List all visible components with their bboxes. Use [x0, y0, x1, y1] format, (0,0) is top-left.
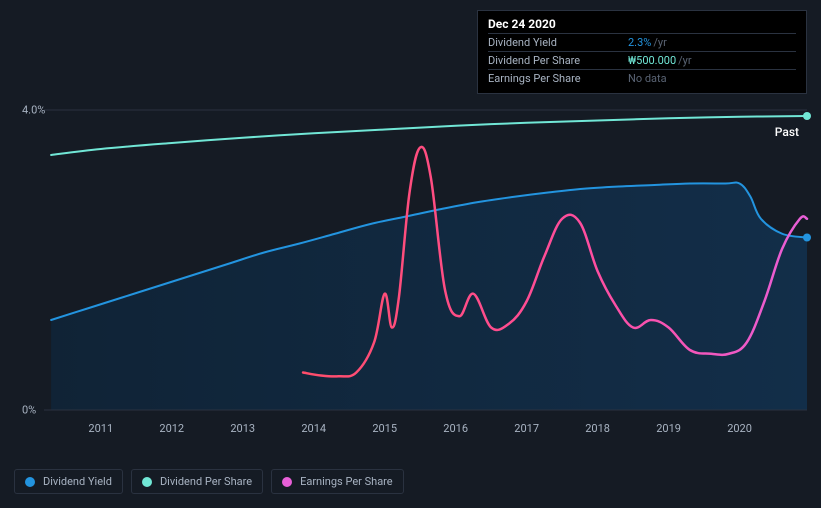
tooltip-value: ₩500.000/yr	[628, 54, 692, 67]
tooltip-row: Dividend Per Share₩500.000/yr	[488, 51, 796, 69]
tooltip-key: Dividend Yield	[488, 36, 628, 49]
y-axis-label: 0%	[22, 404, 36, 417]
x-axis-label: 2015	[372, 422, 397, 435]
x-axis-label: 2018	[585, 422, 610, 435]
x-axis-label: 2016	[443, 422, 468, 435]
series-end-marker	[803, 112, 811, 120]
legend-swatch	[282, 477, 292, 487]
tooltip-date: Dec 24 2020	[488, 17, 796, 31]
legend-label: Earnings Per Share	[300, 475, 393, 488]
tooltip-key: Dividend Per Share	[488, 54, 628, 67]
past-region-label: Past	[775, 125, 799, 139]
x-axis-label: 2012	[159, 422, 184, 435]
x-axis-label: 2013	[230, 422, 255, 435]
legend-item[interactable]: Earnings Per Share	[271, 469, 404, 494]
series-dividend_per_share	[51, 116, 807, 155]
x-axis-label: 2017	[514, 422, 539, 435]
x-axis-label: 2020	[727, 422, 752, 435]
x-axis: 2011 2012 2013 2014 2015 2016 2017 2018 2019 2020	[44, 415, 807, 435]
x-axis-label: 2019	[656, 422, 681, 435]
shaded-area	[51, 184, 807, 411]
plot-area	[44, 110, 807, 410]
series-end-marker	[803, 234, 811, 242]
tooltip-key: Earnings Per Share	[488, 72, 628, 85]
legend-swatch	[142, 477, 152, 487]
chart-legend: Dividend Yield Dividend Per Share Earnings…	[14, 469, 404, 494]
legend-item[interactable]: Dividend Per Share	[131, 469, 263, 494]
tooltip-value: No data	[628, 72, 667, 85]
chart-svg	[44, 110, 807, 410]
tooltip-value: 2.3%/yr	[628, 36, 667, 49]
legend-label: Dividend Yield	[43, 475, 112, 488]
legend-label: Dividend Per Share	[160, 475, 252, 488]
x-axis-label: 2014	[301, 422, 326, 435]
tooltip-row: Dividend Yield2.3%/yr	[488, 33, 796, 51]
chart-tooltip: Dec 24 2020 Dividend Yield2.3%/yrDividen…	[477, 10, 807, 94]
legend-swatch	[25, 477, 35, 487]
y-axis-label: 4.0%	[22, 104, 45, 117]
tooltip-row: Earnings Per ShareNo data	[488, 69, 796, 87]
legend-item[interactable]: Dividend Yield	[14, 469, 123, 494]
x-axis-label: 2011	[88, 422, 113, 435]
